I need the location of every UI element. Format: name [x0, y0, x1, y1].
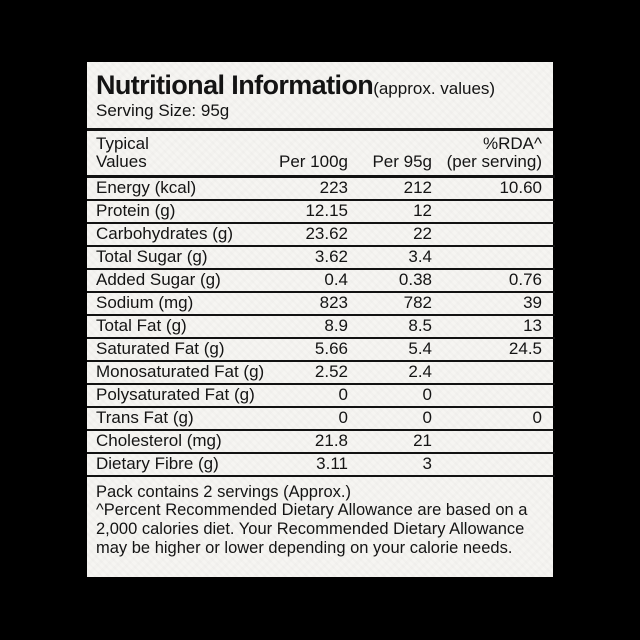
- table-row: Carbohydrates (g) 23.62 22: [87, 222, 555, 247]
- nutrient-name: Total Sugar (g): [87, 245, 277, 270]
- value-per-95g: 3: [350, 452, 434, 477]
- value-per-100g: 5.66: [277, 337, 350, 362]
- title-line: Nutritional Information(approx. values): [96, 70, 543, 100]
- table-row: Trans Fat (g) 0 0 0: [87, 406, 555, 431]
- value-per-100g: 8.9: [277, 314, 350, 339]
- value-per-100g: 23.62: [277, 222, 350, 247]
- value-rda: 13: [434, 314, 555, 339]
- table-row: Sodium (mg) 823 782 39: [87, 291, 555, 316]
- value-rda: [434, 360, 555, 385]
- nutrient-name: Dietary Fibre (g): [87, 452, 277, 477]
- value-rda: [434, 452, 555, 477]
- value-rda: [434, 245, 555, 270]
- label-footer: Pack contains 2 servings (Approx.) ^Perc…: [87, 477, 553, 558]
- rda-footnote-line2: 2,000 calories diet. Your Recommended Di…: [96, 519, 525, 538]
- value-rda: 0: [434, 406, 555, 431]
- nutrient-name: Saturated Fat (g): [87, 337, 277, 362]
- serving-size: Serving Size: 95g: [96, 101, 230, 121]
- rda-label-line1: %RDA^: [483, 133, 542, 153]
- typical-label-line1: Typical: [96, 133, 149, 153]
- value-per-95g: 21: [350, 429, 434, 454]
- value-rda: [434, 222, 555, 247]
- table-row: Total Sugar (g) 3.62 3.4: [87, 245, 555, 270]
- label-title: Nutritional Information: [96, 70, 374, 100]
- column-header-per-95g: Per 95g: [350, 130, 434, 178]
- table-row: Energy (kcal) 223 212 10.60: [87, 176, 555, 201]
- nutrient-name: Energy (kcal): [87, 176, 277, 201]
- value-per-95g: 12: [350, 199, 434, 224]
- value-per-95g: 0: [350, 406, 434, 431]
- label-header: Nutritional Information(approx. values) …: [87, 62, 553, 121]
- column-header-per-100g: Per 100g: [277, 130, 350, 178]
- column-header-typical-values: Typical Values: [87, 130, 277, 178]
- pack-servings-note: Pack contains 2 servings (Approx.): [96, 482, 351, 501]
- table-row: Total Fat (g) 8.9 8.5 13: [87, 314, 555, 339]
- nutrient-name: Total Fat (g): [87, 314, 277, 339]
- nutrient-name: Monosaturated Fat (g): [87, 360, 277, 385]
- table-row: Added Sugar (g) 0.4 0.38 0.76: [87, 268, 555, 293]
- rda-footnote-line1: ^Percent Recommended Dietary Allowance a…: [96, 501, 528, 520]
- nutrient-name: Added Sugar (g): [87, 268, 277, 293]
- table-row: Dietary Fibre (g) 3.11 3: [87, 452, 555, 477]
- value-rda: [434, 429, 555, 454]
- approx-values-note: (approx. values): [373, 79, 496, 98]
- value-per-95g: 782: [350, 291, 434, 316]
- value-per-100g: 823: [277, 291, 350, 316]
- value-per-95g: 0: [350, 383, 434, 408]
- table-row: Monosaturated Fat (g) 2.52 2.4: [87, 360, 555, 385]
- value-rda: 39: [434, 291, 555, 316]
- nutrition-label: Nutritional Information(approx. values) …: [86, 61, 555, 578]
- nutrition-table: Typical Values Per 100g Per 95g %RDA^ (p…: [87, 130, 555, 477]
- value-per-100g: 0: [277, 383, 350, 408]
- value-rda: [434, 199, 555, 224]
- rda-label-line2: (per serving): [446, 152, 542, 172]
- table-row: Protein (g) 12.15 12: [87, 199, 555, 224]
- nutrient-name: Sodium (mg): [87, 291, 277, 316]
- table-row: Cholesterol (mg) 21.8 21: [87, 429, 555, 454]
- value-rda: 0.76: [434, 268, 555, 293]
- value-per-100g: 0: [277, 406, 350, 431]
- nutrient-name: Protein (g): [87, 199, 277, 224]
- value-rda: [434, 383, 555, 408]
- typical-label-line2: Values: [96, 152, 147, 172]
- value-per-95g: 5.4: [350, 337, 434, 362]
- table-row: Polysaturated Fat (g) 0 0: [87, 383, 555, 408]
- value-per-95g: 22: [350, 222, 434, 247]
- table-header-row: Typical Values Per 100g Per 95g %RDA^ (p…: [87, 130, 555, 178]
- nutrient-name: Polysaturated Fat (g): [87, 383, 277, 408]
- value-per-100g: 223: [277, 176, 350, 201]
- value-per-100g: 0.4: [277, 268, 350, 293]
- value-per-95g: 2.4: [350, 360, 434, 385]
- value-per-100g: 12.15: [277, 199, 350, 224]
- value-per-100g: 2.52: [277, 360, 350, 385]
- value-per-100g: 3.11: [277, 452, 350, 477]
- column-header-rda: %RDA^ (per serving): [434, 130, 555, 178]
- rda-footnote-line3: may be higher or lower depending on your…: [96, 538, 513, 557]
- header-divider: [87, 127, 553, 131]
- value-per-95g: 3.4: [350, 245, 434, 270]
- value-per-95g: 212: [350, 176, 434, 201]
- nutrient-name: Cholesterol (mg): [87, 429, 277, 454]
- value-rda: 10.60: [434, 176, 555, 201]
- value-rda: 24.5: [434, 337, 555, 362]
- table-row: Saturated Fat (g) 5.66 5.4 24.5: [87, 337, 555, 362]
- value-per-100g: 21.8: [277, 429, 350, 454]
- nutrient-name: Trans Fat (g): [87, 406, 277, 431]
- value-per-95g: 0.38: [350, 268, 434, 293]
- value-per-95g: 8.5: [350, 314, 434, 339]
- nutrient-name: Carbohydrates (g): [87, 222, 277, 247]
- value-per-100g: 3.62: [277, 245, 350, 270]
